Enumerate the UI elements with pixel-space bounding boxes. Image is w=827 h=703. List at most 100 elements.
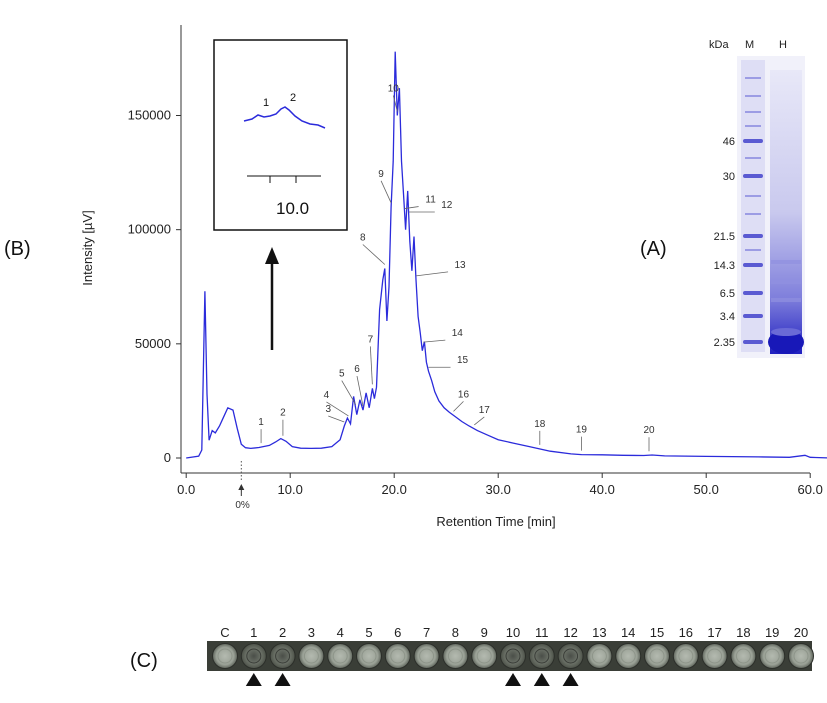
well-label: 9: [481, 625, 488, 640]
x-tick-label: 60.0: [798, 482, 823, 497]
gel-marker-label: 30: [723, 171, 735, 183]
peak-label: 4: [324, 390, 330, 401]
gel-unit: kDa: [709, 39, 729, 51]
gel-lane-m: M: [745, 39, 754, 51]
x-ticks: 0.0 10.0 20.0 30.0 40.0 50.0 60.0: [177, 473, 823, 497]
peak-leader: [369, 346, 373, 385]
well: [384, 643, 411, 669]
well-label: 13: [592, 625, 606, 640]
inset-zoom: 1 2 10.0: [213, 39, 348, 231]
gel-marker-band: [743, 314, 763, 318]
peak-label: 9: [378, 169, 384, 180]
well-inner-ring: [793, 648, 809, 664]
well: [442, 643, 469, 669]
gel-h-band: [771, 298, 801, 302]
well: [500, 643, 526, 669]
well-label: 6: [394, 625, 401, 640]
peak-leader: [392, 95, 398, 112]
well: [672, 643, 699, 669]
well-label: 11: [535, 625, 549, 640]
well: [759, 643, 786, 669]
gel-marker-label: 2.35: [714, 337, 735, 349]
sds-gel: kDa M H 46 30 21.5 14.3 6.5 3.4 2.35: [709, 39, 805, 358]
zero-percent-marker: 0%: [235, 461, 250, 511]
well-label: 8: [452, 625, 459, 640]
well-inner-ring: [534, 648, 550, 664]
well-inner-ring: [332, 648, 348, 664]
peak-label: 15: [457, 355, 469, 366]
well-inner-ring: [735, 648, 751, 664]
well-label: 20: [794, 625, 808, 640]
well-inner-ring: [246, 648, 262, 664]
well-label: 17: [707, 625, 721, 640]
x-tick-label: 20.0: [382, 482, 407, 497]
gel-marker-band: [743, 139, 763, 143]
peak-leader: [404, 206, 419, 209]
inset-frame: [213, 39, 348, 231]
gel-faint-band: [745, 195, 761, 197]
active-well-arrow: [245, 673, 262, 686]
well-inner-ring: [419, 648, 435, 664]
well-inner-ring: [505, 648, 521, 664]
gel-marker-bands: 46 30 21.5 14.3 6.5 3.4 2.35: [714, 77, 801, 349]
peak-label: 8: [360, 232, 366, 243]
peak-label: 12: [441, 200, 453, 211]
gel-marker-label: 21.5: [714, 231, 735, 243]
gel-h-band: [771, 260, 801, 264]
well-inner-ring: [476, 648, 492, 664]
peak-label: 13: [454, 260, 466, 271]
well-label: 4: [337, 625, 344, 640]
gel-marker-band: [743, 263, 763, 267]
gel-lane-h-front-light: [771, 328, 801, 336]
well-inner-ring: [764, 648, 780, 664]
gel-lane-h: H: [779, 39, 787, 51]
peak-leader: [362, 244, 386, 265]
gel-lane-h-smear: [770, 70, 802, 354]
gel-marker-label: 6.5: [720, 288, 735, 300]
peak-leader: [341, 380, 357, 405]
well-label: 1: [250, 625, 257, 640]
peak-label: 1: [258, 417, 264, 428]
gel-faint-band: [745, 95, 761, 97]
peak-label: 11: [425, 195, 436, 206]
zero-marker-arrow: [238, 484, 245, 490]
gel-marker-band: [743, 174, 763, 178]
peak-label: 20: [643, 425, 655, 436]
y-ticks: 0 50000 100000 150000: [128, 108, 181, 465]
well: [557, 643, 584, 669]
well-strip: C 1 2 3 4 5 6 7 8 9 10 11 12 13 14 15 16 17 18 19 20: [207, 625, 814, 686]
well-label: 3: [308, 625, 315, 640]
well: [730, 643, 757, 669]
inset-peak-2: 2: [290, 92, 296, 104]
y-tick-label: 150000: [128, 108, 171, 123]
chromatogram-trace: [186, 51, 827, 459]
y-axis-label: Intensity [µV]: [80, 210, 95, 285]
gel-faint-band: [745, 125, 761, 127]
well-inner-ring: [303, 648, 319, 664]
inset-tick-label: 10.0: [276, 199, 309, 218]
well: [701, 643, 728, 669]
well-label: 5: [365, 625, 372, 640]
well-label: C: [220, 625, 229, 640]
well-label: 2: [279, 625, 286, 640]
well: [240, 643, 267, 669]
active-well-arrow: [274, 673, 291, 686]
gel-marker-label: 3.4: [720, 311, 735, 323]
gel-faint-band: [745, 77, 761, 79]
inset-arrow-head: [265, 247, 279, 264]
active-well-arrow: [505, 673, 521, 686]
y-tick-label: 100000: [128, 222, 171, 237]
well-inner-ring: [563, 648, 579, 664]
gel-marker-band: [743, 291, 763, 295]
peak-label: 16: [458, 389, 470, 400]
panel-label-b: (B): [4, 238, 31, 260]
well: [413, 643, 440, 669]
panel-label-a: (A): [640, 238, 667, 260]
well-label: 15: [650, 625, 664, 640]
peak-label: 3: [325, 404, 331, 415]
x-tick-label: 10.0: [278, 482, 303, 497]
peak-leader: [380, 180, 392, 204]
gel-lane-h-front: [768, 330, 804, 354]
x-tick-label: 0.0: [177, 482, 195, 497]
